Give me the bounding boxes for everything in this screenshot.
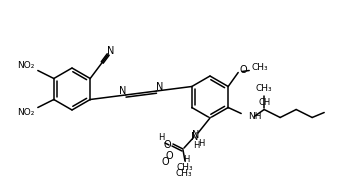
Text: N: N — [156, 82, 163, 92]
Text: CH₃: CH₃ — [177, 162, 193, 171]
Text: N: N — [192, 130, 200, 140]
Text: NO₂: NO₂ — [17, 108, 35, 117]
Text: O: O — [239, 65, 247, 75]
Text: H: H — [158, 134, 164, 142]
Text: CH₃: CH₃ — [176, 169, 192, 177]
Text: CH: CH — [258, 97, 270, 107]
Text: CH₃: CH₃ — [256, 83, 273, 92]
Text: H: H — [193, 142, 199, 151]
Text: NH: NH — [248, 112, 262, 121]
Text: N: N — [191, 132, 199, 142]
Text: O: O — [165, 151, 173, 161]
Text: H: H — [198, 139, 204, 147]
Bar — [160, 118, 220, 178]
Text: N: N — [107, 46, 114, 56]
Text: NO₂: NO₂ — [17, 61, 35, 70]
Text: O: O — [163, 140, 171, 150]
Text: O: O — [161, 157, 169, 167]
Text: CH₃: CH₃ — [252, 63, 268, 72]
Text: N: N — [119, 86, 126, 96]
Text: H: H — [183, 156, 189, 164]
